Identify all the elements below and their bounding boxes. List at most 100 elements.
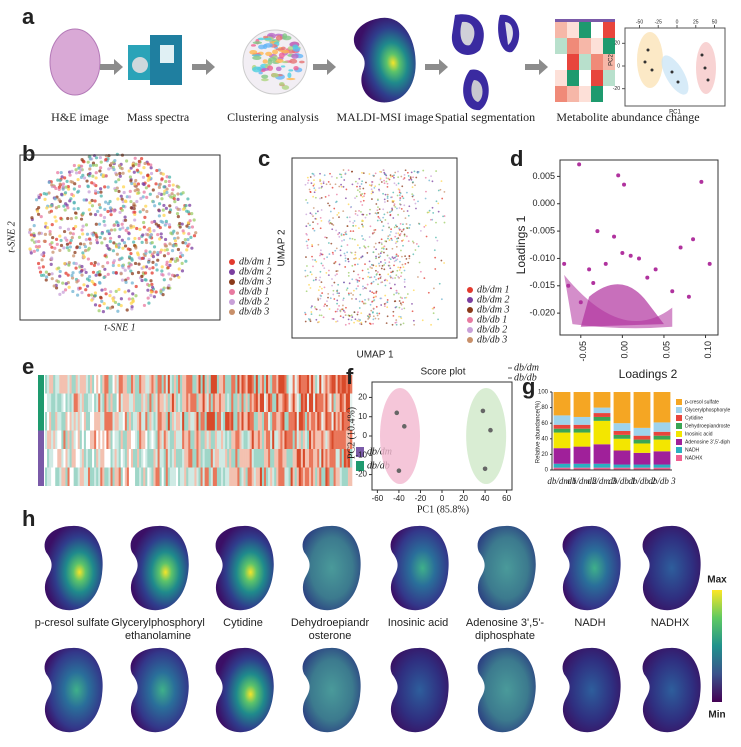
- heat-stripe: [157, 449, 160, 468]
- heat-stripe: [169, 430, 173, 449]
- step-label: H&E image: [51, 110, 109, 124]
- cloud-point: [393, 176, 395, 179]
- cloud-point: [52, 184, 57, 189]
- bar-segment: [553, 428, 571, 433]
- cloud-point: [397, 182, 400, 185]
- cloud-point: [376, 209, 379, 212]
- legend-label: Glycerylphosphoryle: [685, 407, 731, 413]
- heat-stripe: [135, 375, 138, 394]
- heat-stripe: [90, 430, 93, 449]
- cloud-point: [433, 287, 435, 290]
- heat-stripe: [282, 375, 285, 394]
- cloud-point: [358, 227, 360, 230]
- heat-stripe: [165, 430, 169, 449]
- x-tick-label: 0: [440, 494, 445, 503]
- heat-stripe: [286, 449, 289, 468]
- cloud-point: [318, 279, 321, 282]
- heat-stripe: [87, 449, 91, 468]
- cloud-point: [396, 207, 398, 210]
- heat-stripe: [317, 412, 320, 431]
- cluster-blob: [250, 44, 257, 47]
- cloud-point: [386, 299, 389, 301]
- cloud-point: [82, 176, 87, 180]
- heat-stripe: [98, 430, 101, 449]
- cloud-point: [331, 251, 334, 254]
- heat-stripe: [225, 412, 228, 431]
- heat-stripe: [216, 430, 220, 449]
- cloud-point: [403, 269, 406, 272]
- heat-stripe: [157, 375, 160, 394]
- cloud-point: [317, 243, 320, 246]
- cloud-point: [383, 179, 385, 182]
- cloud-point: [140, 240, 144, 244]
- cloud-point: [132, 182, 137, 186]
- heat-stripe: [92, 393, 95, 412]
- cloud-point: [65, 246, 69, 250]
- heat-stripe: [294, 449, 298, 468]
- cloud-point: [440, 180, 443, 183]
- heat-stripe: [188, 430, 191, 449]
- cloud-point: [412, 319, 415, 322]
- heat-stripe: [331, 467, 334, 486]
- loading-point: [653, 267, 658, 272]
- cloud-point: [150, 220, 154, 224]
- heat-stripe: [159, 375, 162, 394]
- cloud-point: [396, 291, 399, 294]
- cloud-point: [125, 159, 129, 163]
- cloud-point: [93, 282, 97, 287]
- cloud-point: [312, 215, 314, 218]
- heat-stripe: [155, 393, 158, 412]
- bar-segment: [573, 392, 591, 417]
- cloud-point: [391, 239, 393, 242]
- heat-stripe: [55, 375, 58, 394]
- cloud-point: [134, 178, 138, 183]
- cloud-point: [394, 242, 397, 245]
- cloud-point: [122, 190, 126, 195]
- cloud-point: [397, 266, 400, 269]
- heat-stripe: [313, 467, 316, 486]
- cloud-point: [70, 273, 74, 278]
- cloud-point: [69, 216, 73, 221]
- heat-stripe: [304, 467, 308, 486]
- cloud-point: [376, 271, 379, 273]
- heat-stripe: [321, 393, 324, 412]
- heat-stripe: [223, 467, 226, 486]
- cloud-point: [117, 235, 121, 239]
- heat-stripe: [255, 393, 259, 412]
- heat-stripe: [114, 467, 117, 486]
- heatmap: [38, 375, 353, 486]
- cloud-point: [401, 195, 404, 198]
- cloud-point: [398, 269, 401, 271]
- cloud-point: [378, 262, 380, 265]
- heat-stripe: [339, 449, 343, 468]
- cloud-point: [408, 178, 411, 181]
- heat-stripe: [159, 467, 162, 486]
- cloud-point: [309, 271, 312, 273]
- heat-stripe: [161, 412, 165, 431]
- cloud-point: [173, 259, 178, 263]
- cloud-point: [344, 323, 347, 326]
- cloud-point: [84, 223, 89, 227]
- cloud-point: [176, 207, 180, 211]
- msi-image: [562, 525, 621, 611]
- cloud-point: [73, 182, 77, 186]
- cloud-point: [97, 203, 102, 207]
- heat-stripe: [347, 467, 351, 486]
- heat-stripe: [130, 430, 134, 449]
- cloud-point: [399, 323, 402, 326]
- cloud-point: [158, 250, 163, 254]
- cloud-point: [368, 313, 371, 316]
- heat-stripe: [161, 393, 165, 412]
- cloud-point: [311, 258, 314, 261]
- heat-stripe: [235, 467, 238, 486]
- cloud-point: [417, 200, 419, 203]
- cloud-point: [384, 173, 387, 176]
- heat-stripe: [124, 430, 128, 449]
- heat-stripe: [306, 412, 310, 431]
- cloud-point: [188, 219, 192, 223]
- msi-image: [390, 525, 449, 611]
- cloud-point: [77, 170, 82, 175]
- cloud-point: [47, 180, 51, 185]
- cloud-point: [128, 175, 133, 179]
- cloud-point: [357, 311, 359, 314]
